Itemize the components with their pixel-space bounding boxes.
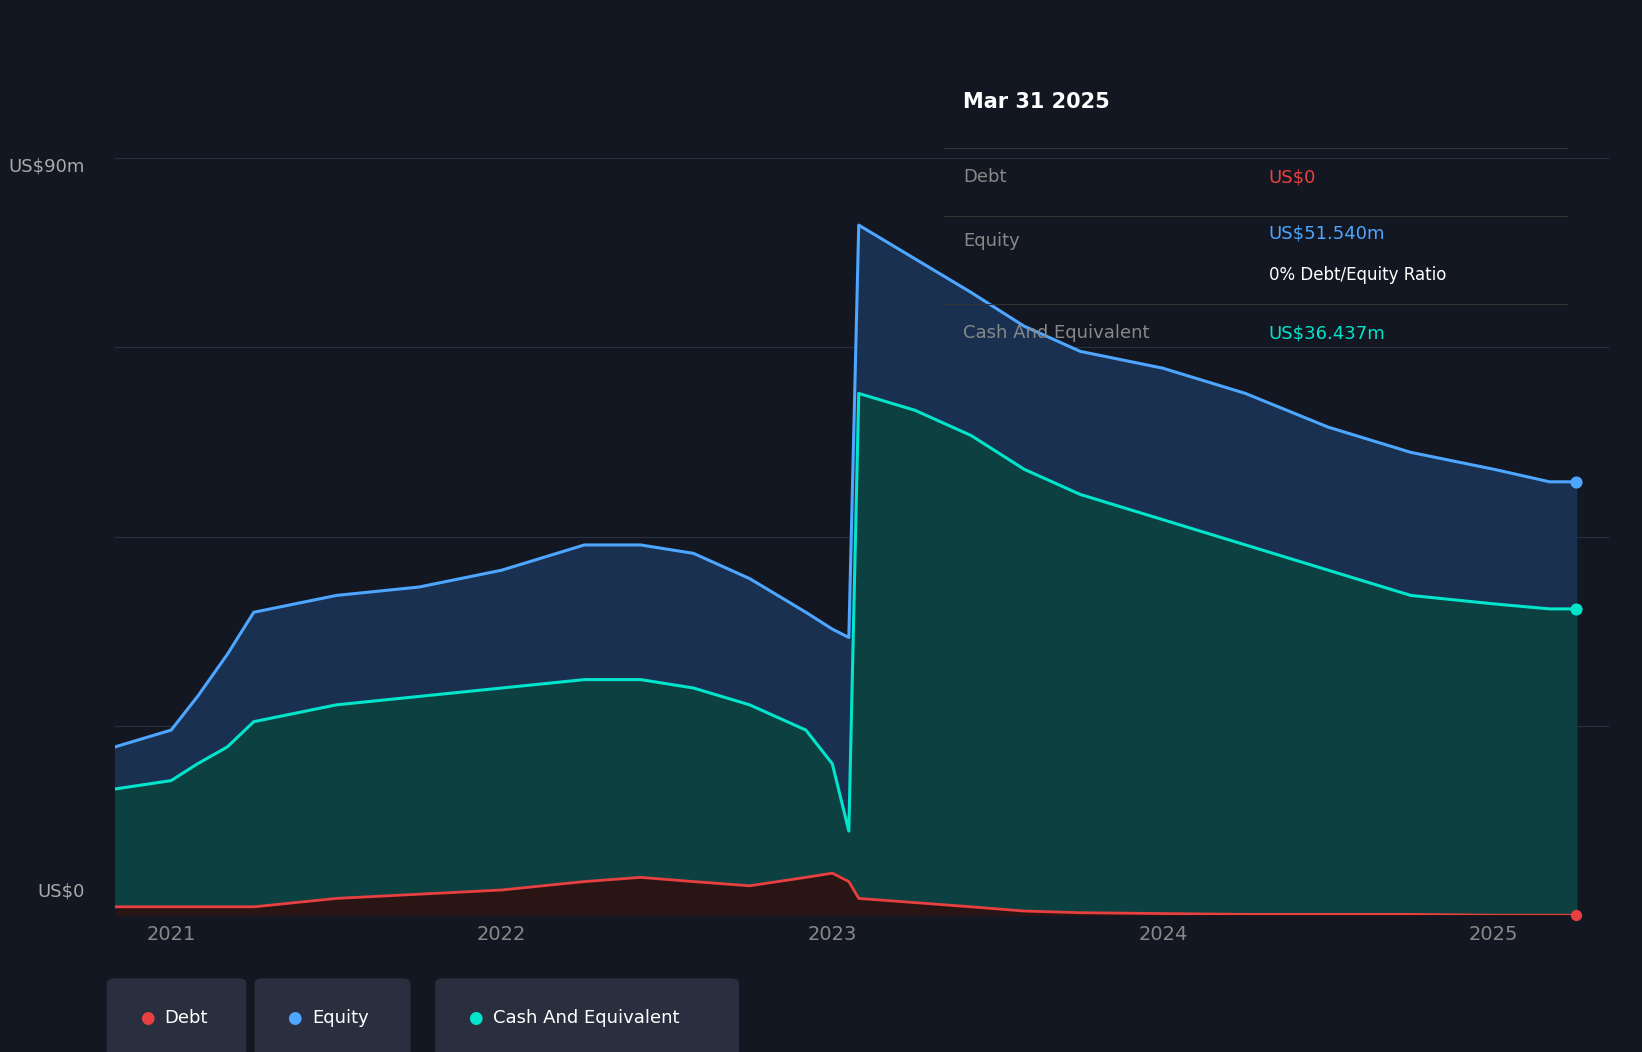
Text: US$36.437m: US$36.437m [1269,324,1386,343]
Text: Equity: Equity [312,1009,369,1028]
Point [1563,601,1589,618]
Text: US$51.540m: US$51.540m [1269,224,1386,242]
Text: 0% Debt/Equity Ratio: 0% Debt/Equity Ratio [1269,265,1447,284]
Text: ●: ● [287,1009,302,1028]
Text: US$90m: US$90m [8,158,85,176]
Text: US$0: US$0 [1269,168,1315,186]
Text: ●: ● [140,1009,154,1028]
Text: Cash And Equivalent: Cash And Equivalent [962,324,1149,343]
Text: US$0: US$0 [38,882,85,901]
Text: Debt: Debt [962,168,1007,186]
Point [1563,907,1589,924]
Text: Debt: Debt [164,1009,207,1028]
Text: Equity: Equity [962,231,1020,249]
Point [1563,473,1589,490]
Text: ●: ● [468,1009,483,1028]
Text: Mar 31 2025: Mar 31 2025 [962,92,1110,112]
Text: Cash And Equivalent: Cash And Equivalent [493,1009,680,1028]
